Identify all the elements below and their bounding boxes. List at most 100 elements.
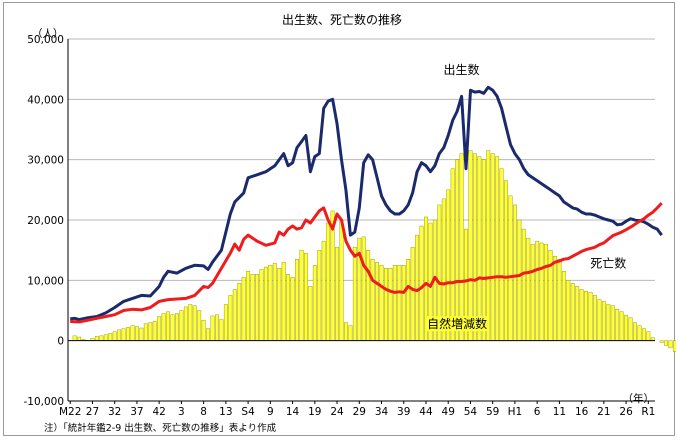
x-tick-label: R1 [641,406,655,418]
natural-change-bar [148,322,153,341]
natural-change-bar [619,311,624,341]
natural-change-bar [450,168,455,341]
natural-change-bar [499,168,504,341]
natural-change-bar [601,301,606,341]
natural-change-bar [170,314,175,341]
natural-change-bar [570,283,575,341]
natural-change-bar [72,335,77,341]
x-tick-label: 42 [152,406,165,418]
natural-change-bar [606,304,611,341]
natural-change-bar [139,327,144,341]
natural-change-bar [504,180,508,341]
natural-change-bar [290,277,295,341]
chart-title: 出生数、死亡数の推移 [282,12,402,27]
y-tick-label: 50,000 [27,34,64,46]
natural-change-bar [219,319,224,341]
natural-change-bar [157,316,162,341]
series-label-bg [425,316,490,332]
natural-change-bar [241,277,246,341]
natural-change-bar [237,283,242,341]
y-tick-label: 10,000 [27,275,64,287]
natural-change-bar [228,295,233,341]
natural-change-bar [112,331,117,341]
natural-change-bar [628,317,633,341]
natural-change-bar [397,265,402,341]
natural-change-bar [232,289,237,341]
natural-change-bar [179,310,184,341]
natural-change-bar [512,204,517,341]
natural-change-bar [295,259,299,341]
x-tick-label: 6 [534,406,541,418]
natural-change-bar [535,240,540,341]
natural-change-bar [259,269,264,341]
natural-change-bar [575,286,580,341]
natural-change-bar [344,322,348,341]
natural-change-bar [539,242,544,341]
natural-change-bar [130,325,135,341]
x-tick-label: 3 [178,406,185,418]
natural-change-bar [415,234,420,341]
bar-series-natural-change [72,150,676,352]
line-series [70,85,663,324]
natural-change-bar [521,228,526,341]
x-tick-label: 39 [397,406,410,418]
natural-change-bar [495,156,500,341]
natural-change-bar [673,340,676,352]
deaths-line [70,202,663,324]
x-tick-label: 44 [419,406,433,418]
natural-change-bar [152,321,157,341]
x-tick-label: 29 [353,406,366,418]
y-axis-unit: （人） [32,28,64,40]
natural-change-bar [321,240,326,341]
natural-change-bar [166,311,170,341]
x-tick-label: 32 [108,406,121,418]
natural-change-label: 自然増減数 [427,316,487,331]
x-tick-labels: M22 27 32 37 42 3 8 13 S4 9 14 19 24 29 34 39 44 49 54 59 H1… [59,401,655,418]
natural-change-bar [384,268,388,341]
natural-change-bar [472,153,477,341]
natural-change-bar [77,336,82,341]
natural-change-bar [143,323,148,341]
natural-change-bar [637,325,642,341]
natural-change-bar [352,246,357,341]
natural-change-bar [530,243,535,341]
natural-change-bar [348,325,353,341]
natural-change-bar [641,328,646,341]
natural-change-bar [197,310,202,341]
natural-change-bar [326,222,331,341]
natural-change-bar [561,271,566,341]
natural-change-bar [508,195,513,341]
natural-change-bar [272,263,277,341]
natural-change-bar [361,236,366,341]
natural-change-bar [303,252,308,341]
natural-change-bar [388,268,393,341]
natural-change-bar [664,340,669,346]
natural-change-bar [419,225,424,341]
chart-frame: 出生数、死亡数の推移 （人） （年） 注）「統計年鑑2-9 出生数、死亡数の推移… [3,2,676,436]
natural-change-bar [299,249,304,341]
natural-change-bar [126,327,130,341]
natural-change-bar [579,289,584,341]
y-tick-label: 30,000 [27,155,64,167]
natural-change-bar [246,271,251,341]
natural-change-bar [99,335,104,341]
gridlines [68,38,655,281]
natural-change-bar [250,274,255,341]
natural-change-bar [223,304,228,341]
x-tick-label: 49 [442,406,455,418]
natural-change-bar [468,150,473,341]
x-tick-label: S4 [241,406,255,418]
x-tick-label: 9 [267,406,274,418]
y-tick-label: -10,000 [23,396,64,408]
y-tick-label: 20,000 [27,215,64,227]
natural-change-bar [481,159,486,341]
y-tick-label: 40,000 [27,94,64,106]
natural-change-bar [108,333,113,341]
x-tick-label: 26 [619,406,633,418]
natural-change-bar [308,286,313,341]
natural-change-bar [215,314,219,341]
natural-change-bar [379,265,384,341]
natural-change-bar [553,255,557,341]
x-axis-unit: （年） [623,392,655,405]
natural-change-bar [459,153,464,341]
